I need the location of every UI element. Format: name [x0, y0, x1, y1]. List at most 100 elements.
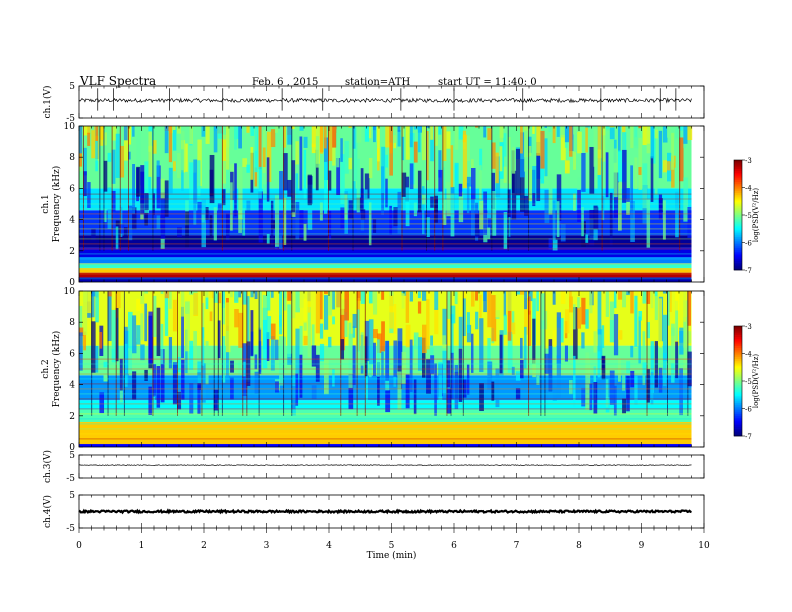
ch2-spectrogram-streak [283, 293, 287, 311]
ch2-spectrogram-streak [177, 391, 182, 410]
ch1-spectrogram-streak [381, 146, 386, 194]
ch2-spectrogram-streak [168, 337, 173, 369]
ch2-spectrogram-streak [132, 371, 137, 400]
ch2-spectrogram-streak [209, 291, 213, 299]
ch2-spectrogram-streak [164, 291, 170, 299]
ch1-spectrogram-streak [168, 126, 173, 163]
ch1-spectrogram-colorbar-step [734, 178, 742, 181]
ch1-spectrogram-colorbar-step [734, 240, 742, 243]
ch1-spectrogram-streak [83, 147, 87, 176]
ch1-spectrogram-streak [573, 126, 577, 135]
ch2-spectrogram-streak [79, 332, 83, 371]
ch1-spectrogram-streak [315, 136, 320, 168]
ch1-spectrogram-streak [438, 150, 442, 178]
ch2-spectrogram-streak [262, 295, 268, 334]
ch1-spectrogram-streak [630, 126, 634, 149]
ch2-spectrogram-streak [613, 291, 617, 309]
ch1-spectrogram-colorbar-step [734, 259, 742, 262]
ch2-spectrogram-streak [409, 291, 413, 302]
ch1-spectrogram-streak [295, 141, 299, 165]
ch2-spectrogram-streak [319, 343, 325, 362]
ch1-spectrogram-sferic [507, 126, 509, 251]
ch1-spectrogram-streak [389, 205, 392, 235]
ch2-spectrogram-streak [581, 332, 585, 349]
ch1-spectrogram-streak [413, 202, 418, 217]
ch1-spectrogram-colorbar-step [734, 182, 742, 185]
ch1-spectrogram-streak [397, 126, 401, 132]
ch2-spectrogram-streak [377, 339, 380, 377]
ch1-waveform-panel: 5 -5 ch.1(V) [42, 82, 705, 124]
ch1-spectrogram-panel: -3 -4 -5 -6 -7 log(PSD(V²/Hz) 0 2 4 6 8 10 ch.1 Frequ… [41, 122, 760, 288]
ch1-spectrogram-ytick-label: 4 [69, 216, 75, 226]
ch2-spectrogram-streak [340, 308, 345, 351]
ch2-spectrogram-streak [164, 291, 169, 336]
ch1-spectrogram-streak [524, 195, 529, 216]
ch2-spectrogram-colorbar-step [734, 395, 742, 398]
ch2-spectrogram-streak [650, 341, 654, 393]
ch1-spectrogram-streak [368, 126, 372, 139]
ch2-spectrogram-colorbar-step [734, 393, 742, 396]
ch1-spectrogram-band-0 [79, 277, 692, 282]
ch2-spectrogram-ytick-label: 8 [69, 318, 75, 328]
ch1-spectrogram-streak [148, 131, 152, 177]
ch2-spectrogram-streak [148, 386, 152, 416]
ch1-spectrogram-streak [638, 137, 643, 190]
ch1-spectrogram-streak [246, 126, 250, 133]
ch1-spectrogram-streak [250, 126, 255, 136]
ch2-spectrogram-streak [540, 293, 545, 347]
ch1-spectrogram-colorbar-step [734, 160, 742, 163]
ch2-spectrogram-streak [622, 291, 627, 308]
ch2-spectrogram-streak [650, 291, 654, 309]
ch1-spectrogram-streak [544, 189, 550, 223]
ch2-spectrogram-streak [495, 291, 500, 318]
ch2-spectrogram-streak [332, 291, 335, 310]
ch1-spectrogram-streak [156, 215, 161, 229]
ch1-spectrogram-streak [401, 136, 405, 161]
ch2-spectrogram-streak [144, 369, 148, 381]
ch1-spectrogram-colorbar-step [734, 244, 742, 247]
ch2-spectrogram-streak [605, 379, 609, 408]
ch1-spectrogram-streak [238, 210, 242, 233]
ch1-spectrogram-colorbar-step [734, 205, 742, 208]
ch1-spectrogram-streak [123, 227, 128, 236]
ch2-spectrogram-sferic [646, 291, 648, 416]
ch2-spectrogram-streak [144, 291, 148, 294]
ch2-spectrogram-streak [201, 363, 206, 403]
ch1-spectrogram-streak [328, 170, 332, 191]
ch2-spectrogram-colorbar-step [734, 386, 742, 389]
x-tick-label: 1 [139, 541, 145, 551]
ch2-spectrogram-sferic [462, 291, 464, 416]
ch1-spectrogram-sferic [442, 126, 444, 251]
ch2-spectrogram-streak [250, 310, 254, 356]
ch1-spectrogram-colorbar-step [734, 242, 742, 245]
ch2-spectrogram-streak [511, 311, 515, 331]
ch2-spectrogram-sferic [201, 291, 203, 416]
ch1-spectrogram-colorbar-step [734, 229, 742, 232]
ch2-spectrogram-colorbar-step [734, 346, 742, 349]
ch2-spectrogram-colorbar-step [734, 388, 742, 391]
ch1-spectrogram-streak [638, 167, 642, 175]
ch1-spectrogram-streak [495, 152, 499, 184]
ch2-spectrogram-streak [646, 322, 650, 339]
ch2-spectrogram-streak [132, 315, 137, 354]
ch1-spectrogram-colorbar-step [734, 235, 742, 238]
ch2-spectrogram-colorbar-tick-label: -3 [745, 323, 752, 331]
ch1-spectrogram-streak [103, 160, 108, 192]
ch2-spectrogram-sferic [450, 291, 452, 416]
ch1-spectrogram-colorbar-step [734, 209, 742, 212]
ch1-spectrogram-colorbar-tick-label: -7 [745, 267, 752, 275]
ch1-spectrogram-streak [307, 174, 312, 206]
ch2-spectrogram-colorbar-step [734, 406, 742, 409]
ch2-spectrogram-colorbar-tick-label: -4 [745, 351, 752, 359]
ch1-spectrogram-streak [295, 173, 299, 195]
ch2-spectrogram-colorbar-step [734, 349, 742, 352]
ch1-spectrogram-colorbar-step [734, 161, 742, 164]
ch1-spectrogram-streak [197, 201, 203, 215]
ch2-spectrogram-streak [417, 291, 421, 299]
ch1-spectrogram-colorbar-step [734, 237, 742, 240]
ch2-spectrogram-streak [111, 309, 116, 363]
ch1-spectrogram-colorbar-step [734, 257, 742, 260]
ch1-spectrogram-streak [422, 126, 427, 161]
ch1-spectrogram-streak [152, 140, 157, 154]
ch2-spectrogram-colorbar-step [734, 408, 742, 411]
